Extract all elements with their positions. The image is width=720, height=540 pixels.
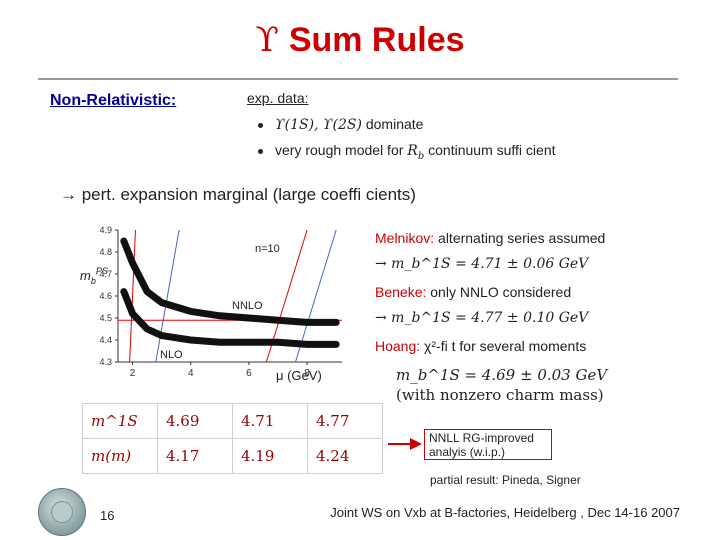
bullet-dot xyxy=(258,148,263,154)
row-label: m(m) xyxy=(82,438,158,474)
x-axis-label: μ (GeV) xyxy=(276,368,322,383)
y-tick-label: 4.4 xyxy=(99,335,112,345)
hoang-line: Hoang: χ²-fi t for several moments xyxy=(375,338,586,354)
table-row: m(m) 4.17 4.19 4.24 xyxy=(82,438,383,474)
mass-vs-mu-chart: mbPS 4.9 4.8 4.7 4.6 4.5 4.4 4.3 2 4 6 8 n=10 NNLO… xyxy=(80,225,342,383)
title-text: Sum Rules xyxy=(288,21,465,59)
table-cell: 4.17 xyxy=(157,438,233,474)
beneke-line: Beneke: only NNLO considered xyxy=(375,284,571,300)
upsilon-states: ϒ(1S), ϒ(2S) xyxy=(275,117,362,133)
mass-results-table: m^1S 4.69 4.71 4.77 m(m) 4.17 4.19 4.24 xyxy=(82,403,383,474)
y-axis-label: mbPS xyxy=(80,266,108,286)
table-cell: 4.77 xyxy=(307,403,383,439)
partial-result-note: partial result: Pineda, Signer xyxy=(430,473,581,487)
y-tick-label: 4.9 xyxy=(99,225,112,235)
beneke-text: only NNLO considered xyxy=(430,284,572,300)
arrow-right-icon xyxy=(410,438,422,450)
upsilon-symbol: ϒ xyxy=(255,20,279,60)
table-row: m^1S 4.69 4.71 4.77 xyxy=(82,403,383,439)
non-relativistic-label: Non-Relativistic: xyxy=(50,92,177,109)
exp-data-label: exp. data: xyxy=(247,90,309,106)
y-tick-label: 4.3 xyxy=(99,357,112,367)
hoang-name: Hoang: xyxy=(375,338,421,354)
beneke-value: → m_b^1S = 4.77 ± 0.10 GeV xyxy=(375,310,589,326)
rb-symbol: Rb xyxy=(407,143,425,162)
table-cell: 4.69 xyxy=(157,403,233,439)
bullet-text: dominate xyxy=(365,116,424,132)
hoang-value: m_b^1S = 4.69 ± 0.03 GeV xyxy=(396,366,608,384)
bullet-dot xyxy=(258,122,263,128)
title-divider xyxy=(38,78,678,80)
page-number: 16 xyxy=(100,508,115,523)
page-title: ϒ Sum Rules xyxy=(0,20,720,60)
table-cell: 4.24 xyxy=(307,438,383,474)
table-cell: 4.19 xyxy=(232,438,308,474)
melnikov-line: Melnikov: alternating series assumed xyxy=(375,230,605,246)
nlo-curve-label: NLO xyxy=(160,349,183,361)
bullet-text: very rough model for xyxy=(275,142,404,158)
x-tick-label: 8 xyxy=(304,368,310,379)
bullet-rb: very rough model for Rb continuum suffi … xyxy=(258,142,556,162)
melnikov-text: alternating series assumed xyxy=(438,230,606,246)
beneke-name: Beneke: xyxy=(375,284,427,300)
x-tick-label: 6 xyxy=(246,368,252,379)
y-tick-label: 4.7 xyxy=(99,269,112,279)
series-line-nnlo xyxy=(120,237,340,326)
arrow-shaft xyxy=(388,443,412,445)
blue-reference-line xyxy=(155,229,180,363)
series-line-nlo xyxy=(120,288,340,348)
table-cell: 4.71 xyxy=(232,403,308,439)
melnikov-value: → m_b^1S = 4.71 ± 0.06 GeV xyxy=(375,256,589,272)
y-tick-label: 4.8 xyxy=(99,247,112,257)
conference-footer: Joint WS on Vxb at B-factories, Heidelbe… xyxy=(330,505,680,520)
nnll-callout: NNLL RG-improved analyis (w.i.p.) xyxy=(424,429,552,460)
row-label: m^1S xyxy=(82,403,158,439)
red-reference-line xyxy=(129,229,136,363)
melnikov-name: Melnikov: xyxy=(375,230,435,246)
x-tick-label: 2 xyxy=(130,368,136,379)
hoang-text: χ²-fi t for several moments xyxy=(424,338,587,354)
nnlo-curve-label: NNLO xyxy=(232,300,263,312)
n10-label: n=10 xyxy=(255,243,280,255)
y-tick-label: 4.5 xyxy=(99,313,112,323)
bullet-upsilon: ϒ(1S), ϒ(2S) dominate xyxy=(258,116,423,133)
logo-inner-icon xyxy=(51,501,73,523)
y-tick-label: 4.6 xyxy=(99,291,112,301)
blue-reference-line xyxy=(294,229,337,363)
x-tick-label: 4 xyxy=(188,368,194,379)
bullet-text-2: continuum suffi cient xyxy=(428,142,556,158)
hoang-note: (with nonzero charm mass) xyxy=(396,386,604,404)
pert-expansion-line: → pert. expansion marginal (large coeffi… xyxy=(60,185,416,204)
